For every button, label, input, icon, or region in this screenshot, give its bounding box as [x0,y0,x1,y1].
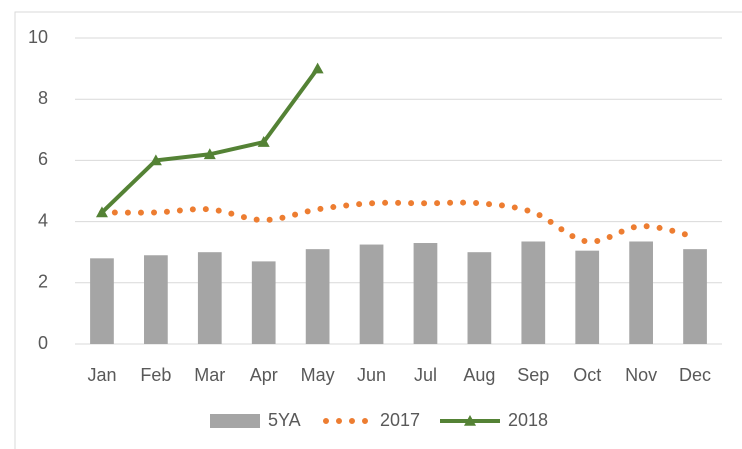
x-tick-label: Jun [357,365,386,385]
legend-label: 2017 [380,410,420,430]
bar [144,255,168,344]
y-tick-label: 0 [38,333,48,353]
bar [197,252,222,344]
bar [359,244,384,344]
x-tick-label: Aug [463,365,495,385]
legend-marker [464,415,476,426]
marker [257,136,270,147]
x-tick-label: Feb [140,365,171,385]
line-2017 [98,199,699,245]
x-tick-label: Nov [625,365,657,385]
bar [305,249,330,344]
y-tick-label: 4 [38,210,48,230]
bar [521,241,546,344]
bar [575,250,600,344]
y-tick-label: 8 [38,88,48,108]
x-tick-label: Mar [194,365,225,385]
y-tick-label: 10 [28,27,48,47]
legend-label: 5YA [268,410,301,430]
marker [95,206,108,218]
bar [413,243,438,344]
legend-swatch [210,414,260,428]
x-tick-label: Jan [87,365,116,385]
bar [251,261,276,344]
y-tick-label: 6 [38,149,48,169]
marker [149,154,162,166]
legend-label: 2018 [508,410,548,430]
x-tick-label: May [301,365,335,385]
x-tick-label: Apr [250,365,278,385]
bar [467,252,492,344]
bar [629,241,653,344]
x-tick-label: Oct [573,365,601,385]
x-tick-label: Dec [679,365,711,385]
x-tick-label: Jul [414,365,437,385]
y-tick-label: 2 [38,272,48,292]
marker [311,62,324,74]
bar [90,258,114,344]
x-tick-label: Sep [517,365,549,385]
bar [683,249,707,344]
marker [203,148,216,160]
